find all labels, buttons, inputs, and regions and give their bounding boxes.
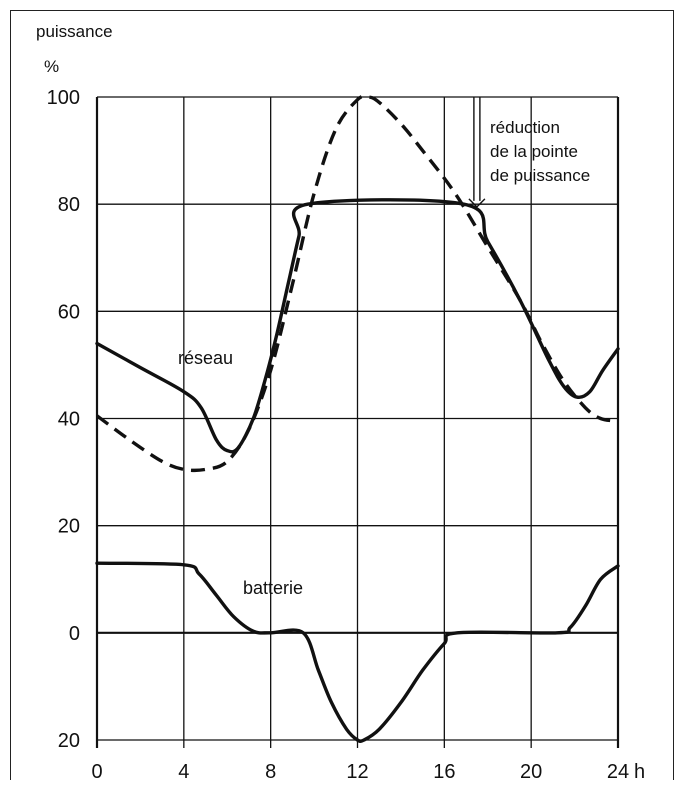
y-axis-label: puissance — [36, 22, 113, 41]
x-tick-label: 12 — [346, 761, 368, 783]
annotations: réseau batterie réduction de la pointe de pu… — [178, 97, 590, 598]
figure-frame — [10, 10, 674, 780]
x-tick-label: 4 — [178, 761, 189, 783]
y-tick-label: 20 — [58, 730, 80, 752]
y-tick-label: 80 — [58, 194, 80, 216]
series-batterie-line — [95, 561, 620, 744]
tick-labels: 20 0 20 40 60 80 100 0 4 8 12 16 20 24 h — [47, 87, 646, 783]
series-lines — [95, 94, 620, 744]
x-tick-label: 16 — [433, 761, 455, 783]
y-tick-label: 100 — [47, 87, 80, 109]
grid — [95, 96, 620, 748]
series-reference-dashed-line — [95, 94, 619, 473]
y-axis-unit: % — [44, 57, 60, 76]
x-unit-label: h — [634, 761, 645, 783]
peak-reduction-annotation: réduction de la pointe de puissance — [490, 118, 590, 185]
series-reseau-line — [95, 198, 620, 454]
y-tick-label: 0 — [69, 623, 80, 645]
y-tick-label: 40 — [58, 409, 80, 431]
series-label-batterie: batterie — [243, 578, 303, 598]
x-tick-label: 24 — [607, 761, 629, 783]
y-tick-label: 60 — [58, 301, 80, 323]
x-tick-label: 20 — [520, 761, 542, 783]
series-label-reseau: réseau — [178, 348, 233, 368]
reduction-arrow-head — [468, 198, 486, 208]
x-tick-label: 8 — [265, 761, 276, 783]
y-tick-label: 20 — [58, 516, 80, 538]
x-tick-label: 0 — [91, 761, 102, 783]
